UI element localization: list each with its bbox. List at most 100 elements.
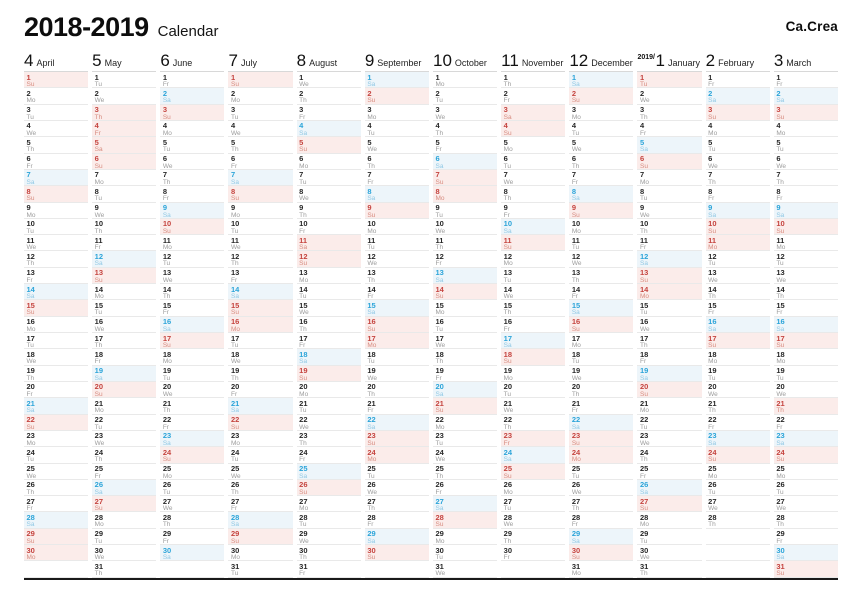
day-number: 10 [230, 219, 240, 229]
day-weekday: Tu [26, 456, 34, 464]
day-number: 2 [26, 88, 31, 98]
day-number: 1 [639, 72, 645, 82]
day-weekday: Su [162, 227, 171, 235]
day-cell: 25 We [24, 463, 89, 480]
day-number: 20 [776, 382, 785, 392]
day-number: 7 [26, 170, 31, 180]
day-cell: 7 Sa [24, 169, 89, 187]
day-cell: 1 Sa [364, 72, 429, 89]
day-weekday: Fr [299, 342, 306, 349]
day-number: 4 [776, 121, 781, 131]
day-cell: 12 Sa [637, 251, 702, 268]
day-number: 21 [26, 398, 35, 408]
day-cell: 9 We [637, 202, 702, 219]
day-weekday: Th [299, 211, 307, 219]
day-number: 21 [367, 398, 376, 408]
day-weekday: Su [230, 309, 239, 317]
day-number: 31 [299, 561, 308, 571]
day-weekday: Tu [94, 537, 103, 545]
day-cell: 15 Sa [569, 300, 634, 317]
day-weekday: We [299, 537, 309, 545]
day-weekday: Mo [299, 162, 309, 170]
day-number: 10 [26, 219, 35, 229]
day-cell: 30 Sa [160, 545, 225, 562]
day-cell: 12 Fr [432, 251, 498, 268]
day-weekday: We [503, 293, 514, 301]
day-number: 22 [776, 415, 785, 425]
day-weekday: We [639, 97, 650, 105]
day-weekday: We [571, 488, 582, 496]
day-number: 10 [94, 219, 103, 229]
day-number: 7 [571, 170, 576, 180]
day-number: 5 [162, 137, 167, 147]
day-weekday: Th [367, 162, 375, 170]
day-weekday: Th [299, 439, 307, 447]
day-weekday: Sa [162, 211, 171, 219]
day-weekday: Fr [639, 244, 647, 252]
month-column: 4 April 1 Su 2 Mo 3 Tu 4 We 5 Th 6 Fr 7 Sa 8 Su 9 Mo 10 Tu 11 W… [24, 46, 89, 578]
day-weekday: We [162, 162, 173, 170]
empty-day-cell [364, 561, 429, 578]
day-weekday: Sa [26, 407, 35, 415]
day-cell: 26 Th [228, 479, 293, 497]
day-number: 28 [94, 512, 103, 522]
day-number: 18 [708, 349, 717, 359]
day-cell: 18 We [24, 349, 89, 366]
day-cell: 29 Tu [637, 528, 702, 546]
day-cell: 7 We [501, 169, 566, 187]
day-cell: 17 Sa [501, 333, 566, 350]
day-cell: 17 Mo [364, 333, 429, 350]
day-cell: 21 Tu [296, 398, 361, 415]
day-number: 28 [639, 512, 649, 522]
day-weekday: Fr [26, 162, 33, 170]
day-weekday: Mo [162, 472, 172, 480]
day-weekday: Sa [503, 227, 512, 235]
day-cell: 28 Sa [228, 512, 293, 529]
day-number: 22 [94, 415, 103, 425]
day-cell: 23 Mo [228, 430, 293, 448]
day-weekday: Th [708, 293, 716, 301]
day-cell: 21 Mo [92, 398, 157, 415]
month-name: January [667, 58, 701, 68]
month-name: April [36, 58, 55, 68]
day-weekday: Fr [162, 423, 169, 431]
day-number: 8 [435, 186, 440, 196]
day-cell: 9 We [92, 202, 157, 219]
day-number: 30 [299, 545, 308, 555]
day-number: 29 [435, 529, 444, 539]
day-number: 27 [503, 496, 512, 506]
day-cell: 30 Mo [228, 545, 293, 562]
day-number: 29 [299, 529, 308, 539]
day-number: 16 [162, 317, 172, 327]
day-weekday: Tu [708, 374, 716, 382]
day-number: 6 [708, 154, 713, 164]
day-number: 25 [94, 464, 103, 473]
day-cell: 30 Mo [24, 545, 89, 562]
day-weekday: Sa [639, 260, 648, 268]
day-cell: 20 Fr [24, 381, 89, 399]
day-number: 18 [367, 349, 376, 359]
day-number: 5 [435, 137, 440, 147]
day-number: 29 [639, 529, 649, 539]
day-weekday: Mo [639, 178, 650, 186]
day-number: 7 [776, 170, 781, 180]
day-cell: 28 Su [432, 512, 498, 529]
day-weekday: Tu [299, 178, 307, 186]
month-name: May [104, 58, 122, 68]
day-weekday: We [367, 260, 377, 268]
day-cell: 24 Su [160, 447, 225, 464]
day-weekday: Mo [299, 505, 309, 513]
day-cell: 19 Tu [705, 365, 770, 382]
day-weekday: Sa [26, 178, 35, 186]
day-weekday: Fr [435, 260, 442, 268]
day-number: 22 [162, 415, 172, 425]
day-cell: 12 Tu [160, 251, 225, 268]
day-weekday: Tu [435, 439, 443, 447]
day-cell: 2 Su [364, 88, 429, 105]
day-cell: 8 Su [228, 186, 293, 203]
day-cell: 4 Fr [92, 120, 157, 138]
day-cell: 26 Tu [773, 479, 838, 497]
day-number: 25 [776, 464, 785, 473]
day-number: 15 [571, 300, 581, 310]
day-weekday: Sa [94, 260, 103, 268]
